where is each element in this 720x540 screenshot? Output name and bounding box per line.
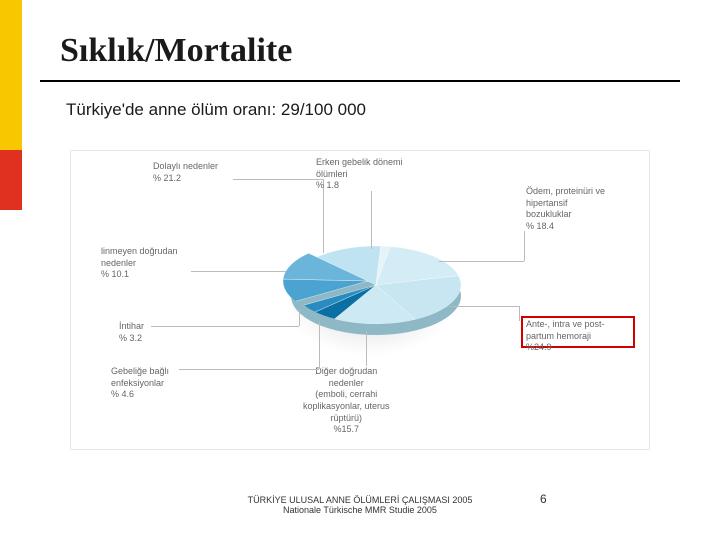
sidebar-yellow (0, 0, 22, 150)
page-title: Sıklık/Mortalite (60, 32, 292, 70)
lbl-linmeyen: linmeyen doğrudan nedenler % 10.1 (101, 246, 178, 281)
footer-line1: TÜRKİYE ULUSAL ANNE ÖLÜMLERİ ÇALIŞMASI 2… (248, 495, 473, 505)
leader-diger-v (366, 331, 367, 366)
leader-hemoraji-v (519, 306, 520, 321)
lbl-odem-text: Ödem, proteinüri ve hipertansif bozukluk… (526, 186, 605, 219)
lbl-hemoraji-text: Ante-, intra ve post- partum hemoraji (526, 319, 605, 341)
leader-enf-v (319, 321, 320, 369)
lbl-odem-pct: % 18.4 (526, 221, 554, 231)
lbl-diger: Diğer doğrudan nedenler (emboli, cerrahi… (303, 366, 390, 436)
lbl-diger-pct: %15.7 (334, 424, 360, 434)
lbl-enf-pct: % 4.6 (111, 389, 134, 399)
slide-sidebar (0, 0, 22, 540)
lbl-erken-pct: % 1.8 (316, 180, 339, 190)
lbl-linmeyen-pct: % 10.1 (101, 269, 129, 279)
pie-chart: Dolaylı nedenler % 21.2 Erken gebelik dö… (70, 150, 650, 450)
leader-dolayli (233, 179, 323, 180)
leader-linmeyen (191, 271, 286, 272)
lbl-enf-text: Gebeliğe bağlı enfeksiyonlar (111, 366, 169, 388)
leader-hemoraji (449, 306, 519, 307)
lbl-intihar-text: İntihar (119, 321, 144, 331)
leader-odem-v (524, 231, 525, 261)
lbl-erken-text: Erken gebelik dönemi ölümleri (316, 157, 403, 179)
sidebar-white (0, 210, 22, 540)
lbl-enfeksiyon: Gebeliğe bağlı enfeksiyonlar % 4.6 (111, 366, 169, 401)
lbl-diger-text: Diğer doğrudan nedenler (emboli, cerrahi… (303, 366, 390, 423)
leader-intihar (151, 326, 299, 327)
lbl-intihar-pct: % 3.2 (119, 333, 142, 343)
page-number: 6 (540, 492, 547, 506)
footer-citation: TÜRKİYE ULUSAL ANNE ÖLÜMLERİ ÇALIŞMASI 2… (200, 495, 520, 515)
footer-line2: Nationale Türkische MMR Studie 2005 (283, 505, 437, 515)
lbl-dolayli: Dolaylı nedenler % 21.2 (153, 161, 218, 184)
lbl-dolayli-pct: % 21.2 (153, 173, 181, 183)
pie-exploded-slice (283, 242, 453, 320)
slice-linmeyen-2 (283, 253, 368, 281)
lbl-hemoraji-pct: %24.9 (526, 342, 552, 352)
leader-odem (439, 261, 524, 262)
leader-enf (179, 369, 319, 370)
lbl-hemoraji: Ante-, intra ve post- partum hemoraji %2… (526, 319, 605, 354)
leader-erken-v (371, 191, 372, 249)
lbl-dolayli-text: Dolaylı nedenler (153, 161, 218, 171)
subtitle: Türkiye'de anne ölüm oranı: 29/100 000 (66, 100, 366, 120)
lbl-odem: Ödem, proteinüri ve hipertansif bozukluk… (526, 186, 605, 233)
lbl-linmeyen-text: linmeyen doğrudan nedenler (101, 246, 178, 268)
sidebar-red (0, 150, 22, 210)
lbl-erken: Erken gebelik dönemi ölümleri % 1.8 (316, 157, 403, 192)
slice-linmeyen (283, 279, 368, 301)
leader-intihar-v (299, 309, 300, 326)
title-rule (40, 80, 680, 82)
lbl-intihar: İntihar % 3.2 (119, 321, 144, 344)
pie-3d (291, 246, 461, 336)
